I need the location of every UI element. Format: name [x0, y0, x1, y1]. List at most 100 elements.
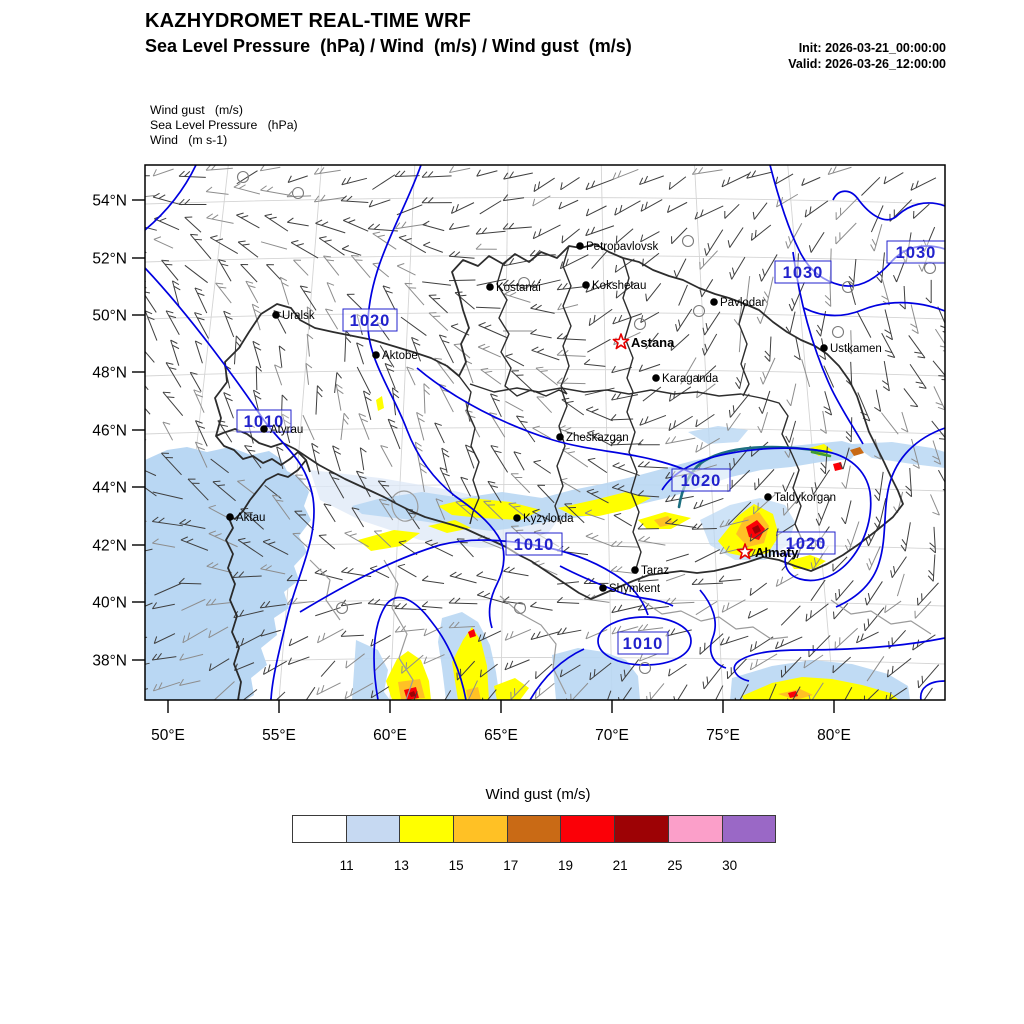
wind-barb-shaft [704, 311, 721, 336]
wind-barb-shaft [535, 367, 558, 386]
isobar-label: 1030 [886, 240, 945, 264]
wind-barb-tick [128, 460, 135, 463]
wind-barb-tick [184, 519, 192, 525]
wind-barb-shaft [165, 362, 182, 388]
lon-tick-label: 75°E [706, 727, 740, 744]
wind-barb-shaft [145, 385, 149, 391]
wind-barb-shaft [145, 407, 151, 415]
wind-barb-tick [145, 291, 150, 294]
wind-barb [728, 393, 750, 418]
wind-barb-tick [466, 449, 475, 454]
wind-barb [910, 304, 919, 335]
wind-barb-tick [918, 264, 923, 272]
wind-barb-tick [215, 282, 224, 285]
isobar-label-text: 1020 [786, 535, 827, 553]
wind-barb-tick [206, 213, 214, 219]
wind-barb-tick [530, 632, 536, 640]
wind-barb-tick [442, 340, 450, 344]
wind-barb-shaft [476, 230, 506, 235]
wind-barb-tick [665, 518, 672, 524]
isobar-label: 1030 [774, 260, 832, 284]
calm-wind-circle [831, 325, 845, 339]
wind-barb-shaft [803, 654, 824, 669]
wind-barb-tick [178, 170, 185, 177]
wind-barb [835, 222, 857, 245]
wind-barb-shaft [909, 467, 913, 497]
wind-barb-tick [179, 518, 186, 524]
wind-barb [583, 358, 606, 367]
wind-barb-shaft [311, 443, 320, 475]
wind-barb-shaft [795, 337, 801, 360]
wind-barb [233, 182, 261, 195]
wind-barb-tick [637, 603, 644, 611]
wind-barb-tick [158, 517, 165, 523]
wind-barb-tick [764, 355, 771, 362]
wind-barb-tick [668, 182, 671, 190]
wind-barb-shaft [212, 481, 236, 502]
wind-barb [611, 625, 639, 635]
wind-barb-tick [490, 393, 498, 397]
wind-barb-tick [914, 351, 922, 354]
wind-barb [476, 278, 507, 286]
wind-barb-tick [700, 442, 703, 450]
city: Shymkent [599, 583, 661, 595]
wind-barb [218, 259, 232, 282]
wind-barb [318, 534, 336, 550]
wind-barb-shaft [341, 200, 369, 204]
isobar-label-text: 1020 [350, 312, 391, 330]
wind-barb-tick [871, 238, 877, 246]
wind-barb [480, 367, 502, 385]
wind-barb-shaft [704, 333, 718, 356]
wind-barb-shaft [719, 519, 749, 528]
wind-barb [341, 245, 362, 256]
wind-barb-tick [586, 488, 595, 492]
wind-barb-tick [455, 204, 459, 212]
wind-barb-tick [287, 657, 292, 665]
wind-barb-tick [865, 538, 869, 547]
wind-barb [702, 311, 721, 336]
wind-barb [325, 308, 339, 330]
wind-barb-tick [476, 169, 481, 177]
wind-barb-tick [427, 197, 434, 204]
wind-barb [665, 573, 686, 582]
wind-barb [845, 417, 853, 443]
wind-barb-tick [565, 258, 569, 267]
wind-barb-tick [893, 274, 898, 283]
oblast-border [738, 303, 750, 397]
wind-barb-tick [786, 503, 789, 511]
wind-barb-shaft [345, 653, 365, 669]
wind-barb-tick [162, 391, 171, 394]
wind-barb-shaft [753, 202, 768, 220]
wind-barb-tick [208, 663, 212, 671]
gust-area [409, 691, 416, 697]
wind-barb-tick [752, 211, 755, 220]
wind-barb-tick [942, 330, 945, 333]
wind-barb-tick [477, 634, 482, 642]
wind-barb-tick [343, 418, 349, 425]
wind-barb-shaft [350, 255, 371, 278]
wind-barb-shaft [781, 656, 802, 678]
wind-barb-tick [340, 630, 347, 637]
wind-barb-shaft [586, 409, 613, 422]
wind-barb-shaft [316, 682, 341, 696]
wind-barb-tick [615, 290, 618, 299]
wind-barb-tick [281, 394, 288, 401]
wind-barb-shaft [516, 415, 536, 443]
wind-barb-tick [841, 517, 846, 525]
wind-barb-tick [736, 377, 742, 384]
lat-tick-label: 38°N [92, 653, 127, 670]
isobar-contour [145, 165, 197, 231]
wind-barb-shaft [701, 279, 714, 298]
wind-barb-shaft [703, 663, 724, 690]
wind-barb [315, 385, 323, 415]
wind-barb [750, 224, 772, 241]
wind-barb [901, 411, 909, 433]
wind-barb [145, 548, 153, 552]
wind-barb [151, 653, 177, 661]
wind-barb [638, 535, 666, 546]
wind-barb [335, 383, 344, 411]
wind-barb-tick [592, 432, 600, 436]
wind-barb-shaft [665, 437, 696, 445]
wind-barb [320, 660, 336, 677]
wind-barb [208, 530, 238, 548]
